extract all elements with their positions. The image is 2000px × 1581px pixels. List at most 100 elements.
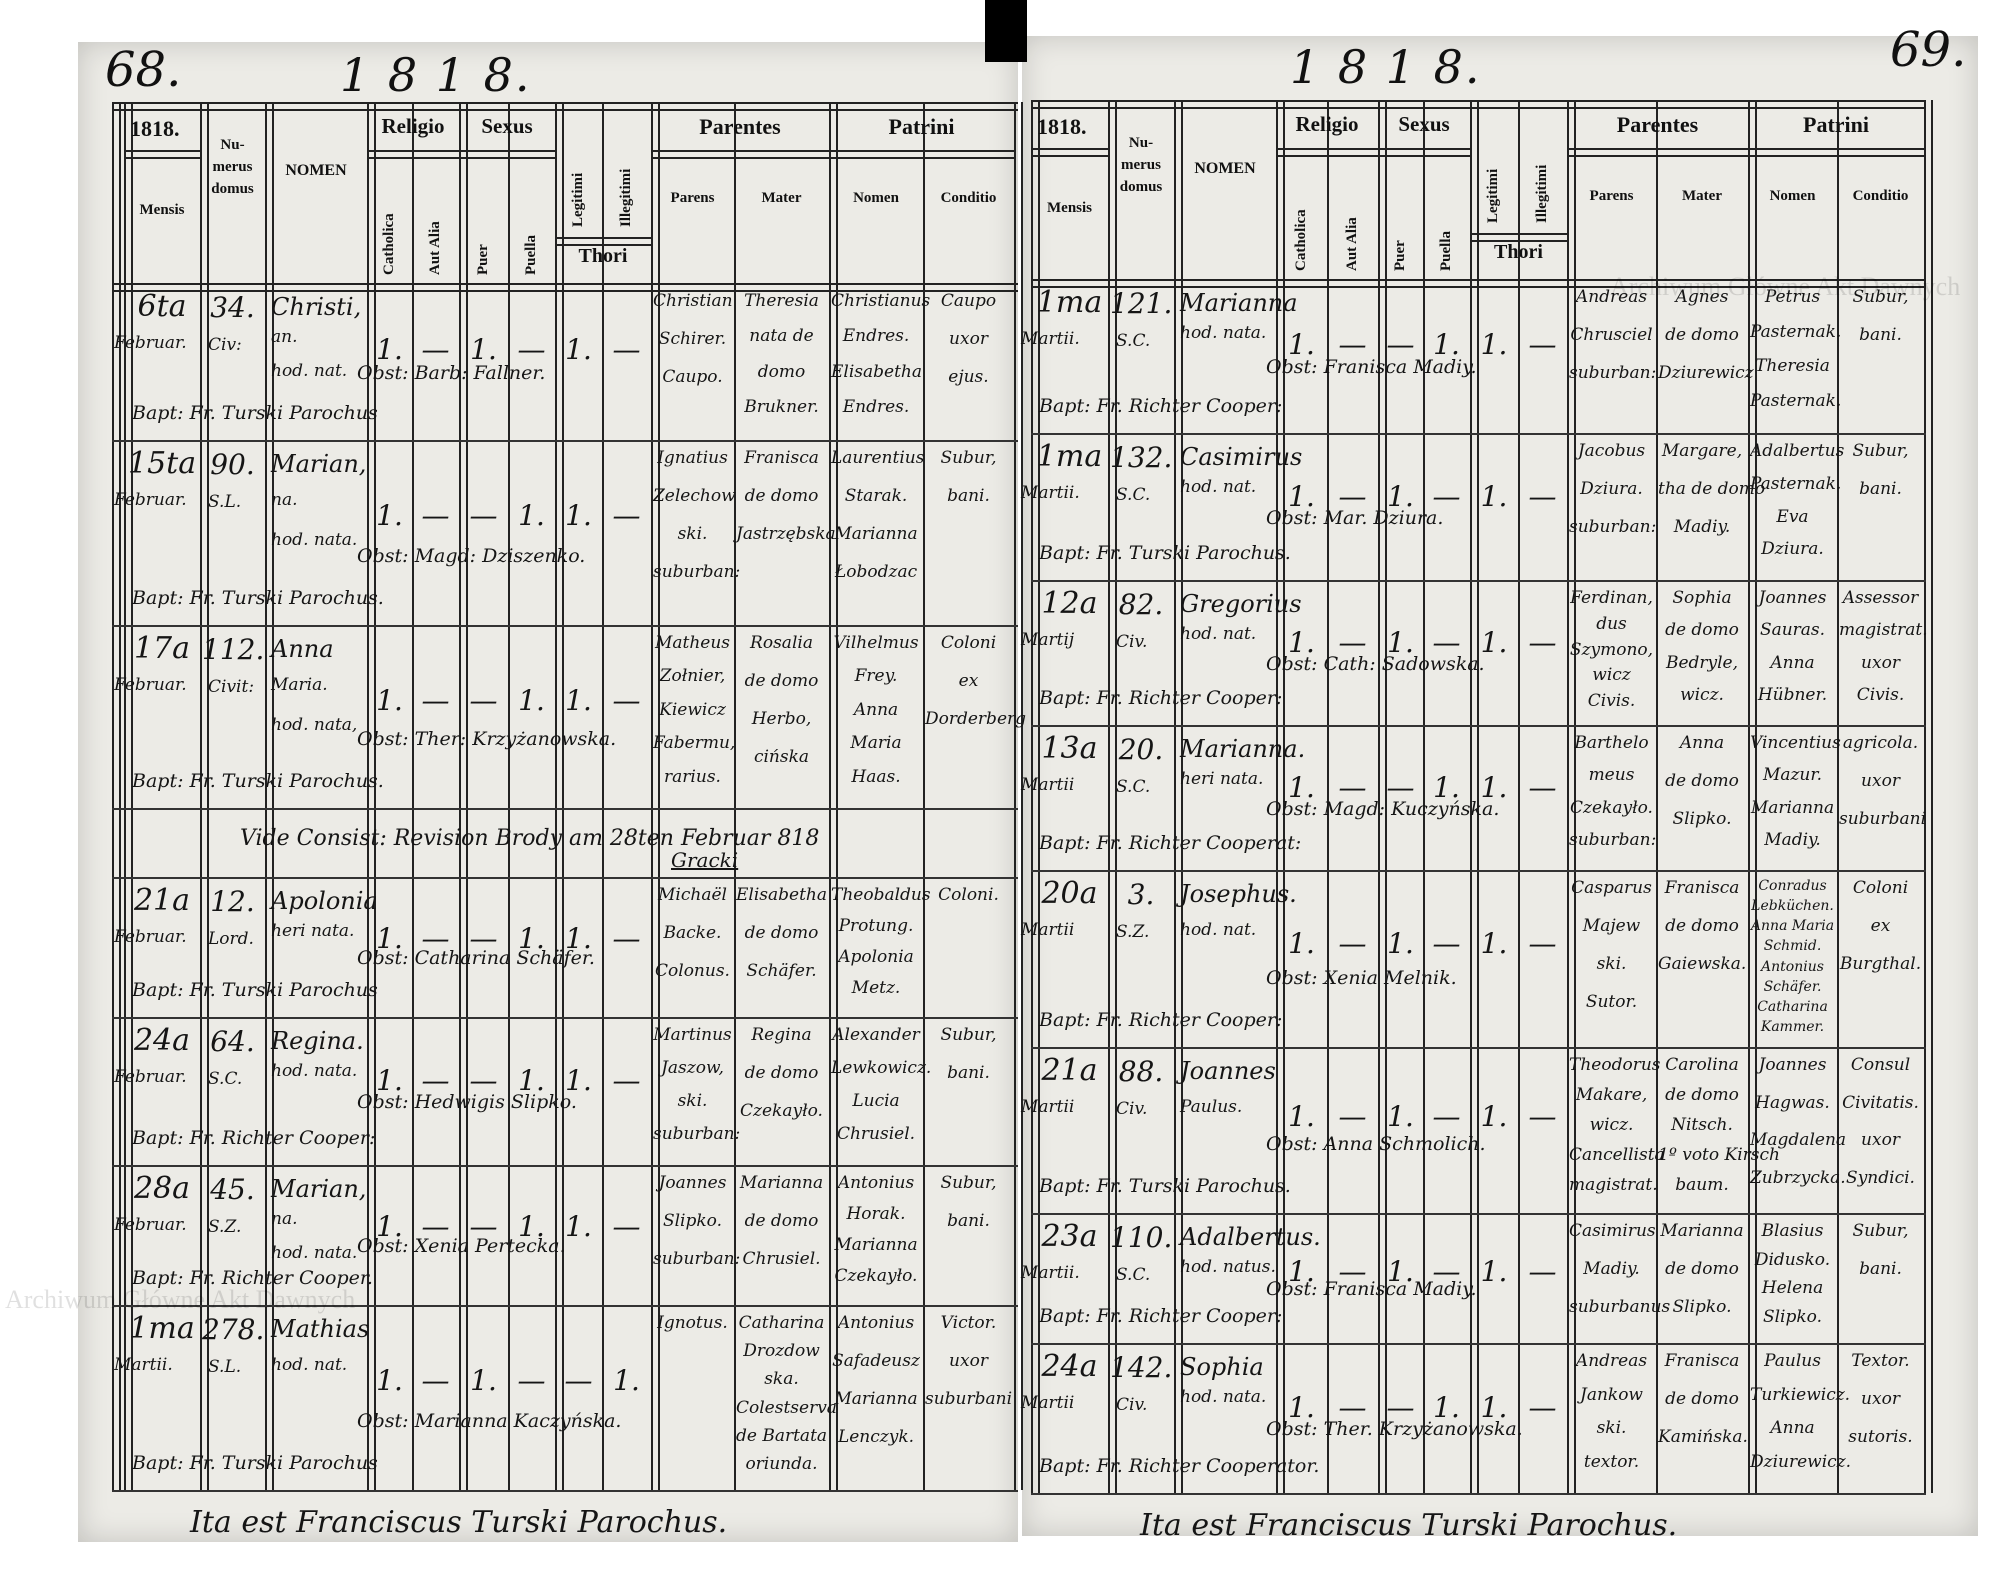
mark-legitimi: — [564, 1364, 593, 1398]
mater-line: domo [757, 361, 806, 382]
mater-line: de domo [744, 486, 819, 506]
obstetrix-note: Obst: Catharina Schäfer. [357, 947, 595, 969]
mater-line: Brukner. [744, 396, 819, 417]
patrini-conditio-line: bani. [1859, 479, 1902, 499]
mark-aut-alia: — [1338, 1100, 1367, 1134]
patrini-name-line: Slipko. [1762, 1306, 1823, 1327]
entry-row-rule [1031, 1213, 1926, 1215]
column-rule [1327, 100, 1329, 1493]
entry-child-name: Joannes [1180, 1057, 1276, 1085]
parens-line: suburban: [1569, 363, 1657, 383]
parens-line: Theodorus [1569, 1055, 1661, 1075]
patrini-conditio-line: Civis. [1856, 684, 1905, 705]
parens-line: ski. [677, 524, 708, 544]
patrini-conditio-line: uxor [949, 329, 988, 349]
obstetrix-note: Obst: Marianna Kaczyńska. [357, 1410, 622, 1432]
entry-street: Civit: [208, 677, 255, 697]
column-rule [1567, 100, 1576, 1493]
entry-house-number: 278. [202, 1313, 265, 1346]
parens-line: Slipko. [662, 1211, 723, 1231]
binding-gutter [985, 0, 1027, 62]
entry-child-name: Marian, [271, 450, 367, 478]
mark-legitimi: 1. [1480, 1391, 1508, 1424]
mark-legitimi: 1. [565, 333, 592, 367]
header-thori: Thori [1494, 241, 1543, 263]
entry-child-name: an. [271, 327, 298, 347]
entry-child-name: Paulus. [1180, 1097, 1243, 1117]
entry-month: Februar. [114, 490, 187, 510]
mark-catholica: 1. [1288, 1391, 1315, 1424]
patrini-conditio-line: Coloni [940, 633, 997, 653]
patrini-conditio-line: Coloni [1852, 878, 1909, 898]
mater-line: Chrusiel. [742, 1249, 821, 1269]
obstetrix-note: Obst: Ther. Krzyżanowska. [1266, 1418, 1523, 1440]
column-rule [1014, 102, 1023, 1490]
mark-legitimi: 1. [565, 1064, 592, 1098]
patrini-name-line: Haas. [851, 766, 901, 787]
patrini-name-line: Joannes [1758, 588, 1827, 608]
patrini-name-line: Chrusiel. [836, 1124, 916, 1144]
entry-month: Martii. [1021, 1263, 1080, 1283]
mark-aut-alia: — [421, 921, 450, 955]
entry-month: Februar. [114, 333, 187, 353]
entry-child-name: hod. nata, [271, 715, 358, 735]
patrini-name-line: Marianna [834, 1389, 918, 1409]
parens-line: magistrat. [1569, 1175, 1658, 1195]
mark-puella: 1. [518, 683, 545, 717]
baptizans-note: Bapt: Fr. Turski Parochus [132, 402, 378, 424]
obstetrix-note: Obst: Barb: Fallner. [357, 361, 546, 384]
entry-child-name: heri nata. [271, 921, 355, 941]
patrini-name-line: Safadeusz [832, 1351, 920, 1371]
patrini-name-line: Marianna [834, 1235, 918, 1255]
mater-line: Regina [751, 1025, 812, 1045]
header-legitimi: Legitimi [1485, 168, 1501, 223]
entry-street: Civ. [1116, 1099, 1148, 1119]
mater-line: Theresia [744, 291, 819, 311]
patrini-conditio-line: ex [1870, 916, 1891, 936]
column-rule [367, 102, 376, 1490]
patrini-conditio-line: Victor. [940, 1313, 997, 1333]
patrini-conditio-line: Subur, [1852, 1221, 1909, 1241]
mater-line: Slipko. [1672, 809, 1732, 829]
header-group-rule [1567, 148, 1748, 157]
header-mater: Mater [761, 190, 802, 206]
patrini-conditio-line: bani. [947, 1063, 990, 1083]
entry-month: Februar. [114, 1215, 187, 1235]
mater-line: tha de domo [1658, 479, 1766, 499]
patrini-conditio-line: uxor [949, 1351, 988, 1371]
folio-number: 68. [105, 42, 182, 98]
column-rule [265, 102, 274, 1490]
table-bottom-rule [1031, 1493, 1926, 1495]
header-numerus-domus: Nu- [1128, 135, 1154, 151]
patrini-name-line: Czekayło. [834, 1266, 918, 1286]
parens-line: Dziura. [1580, 479, 1643, 499]
entry-day: 15ta [128, 446, 197, 481]
mark-puer: 1. [470, 333, 497, 367]
patrini-name-line: Pasternak. [1750, 390, 1842, 411]
mark-aut-alia: — [1338, 480, 1367, 514]
entry-row-rule [1031, 870, 1926, 872]
parens-line: Casimirus [1569, 1221, 1656, 1241]
patrini-conditio-line: agricola. [1842, 733, 1919, 753]
entry-child-name: hod. nata. [1180, 1387, 1267, 1407]
column-rule [1276, 100, 1285, 1493]
parens-line: Joannes [658, 1173, 727, 1193]
mark-puer: 1. [1387, 480, 1414, 514]
patrini-name-line: Alexander [832, 1025, 920, 1045]
parens-line: Andreas [1575, 287, 1648, 307]
entry-house-number: 82. [1118, 588, 1164, 621]
entry-child-name: na. [271, 490, 298, 510]
parens-line: suburban: [1569, 517, 1657, 537]
mark-illegitimi: — [1528, 626, 1557, 660]
patrini-name-line: Conradus [1758, 878, 1827, 894]
parens-line: suburban: [653, 1249, 741, 1269]
header-conditio: Conditio [1852, 188, 1909, 204]
mater-line: nata de [749, 326, 814, 347]
entry-street: Civ. [1116, 632, 1148, 652]
baptizans-note: Bapt: Fr. Richter Cooper: [1039, 687, 1283, 709]
patrini-conditio-line: bani. [1859, 1259, 1902, 1279]
parens-line: ski. [1596, 954, 1627, 974]
column-rule [555, 102, 564, 1490]
entry-month: Martii [1021, 920, 1075, 940]
entry-street: S.C. [1116, 485, 1151, 505]
